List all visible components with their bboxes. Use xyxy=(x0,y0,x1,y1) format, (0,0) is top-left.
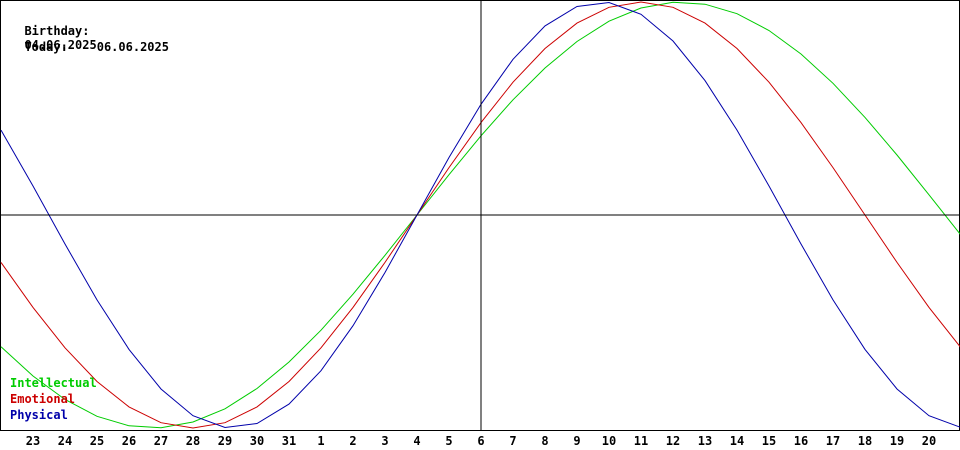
x-tick-label: 9 xyxy=(573,434,580,448)
x-tick-label: 27 xyxy=(154,434,168,448)
x-tick-label: 26 xyxy=(122,434,136,448)
x-tick-label: 30 xyxy=(250,434,264,448)
x-tick-label: 2 xyxy=(349,434,356,448)
x-tick-label: 31 xyxy=(282,434,296,448)
x-tick-label: 13 xyxy=(698,434,712,448)
x-axis-ticks: 23 24 25 26 27 28 29 30 31 1 2 3 4 5 6 7 8 9 10 11 12 13 14 15 1… xyxy=(26,434,936,448)
x-tick-label: 7 xyxy=(509,434,516,448)
x-tick-label: 23 xyxy=(26,434,40,448)
x-tick-label: 15 xyxy=(762,434,776,448)
x-tick-label: 25 xyxy=(90,434,104,448)
x-tick-label: 11 xyxy=(634,434,648,448)
x-tick-label: 24 xyxy=(58,434,72,448)
x-tick-label: 4 xyxy=(413,434,420,448)
today-value: 06.06.2025 xyxy=(96,40,169,54)
legend-physical: Physical xyxy=(10,408,68,422)
x-tick-label: 1 xyxy=(317,434,324,448)
x-tick-label: 16 xyxy=(794,434,808,448)
x-tick-label: 29 xyxy=(218,434,232,448)
x-tick-label: 6 xyxy=(477,434,484,448)
x-tick-label: 8 xyxy=(541,434,548,448)
today-label: Today: xyxy=(24,40,68,54)
x-tick-label: 18 xyxy=(858,434,872,448)
x-tick-label: 28 xyxy=(186,434,200,448)
x-tick-label: 5 xyxy=(445,434,452,448)
x-tick-label: 10 xyxy=(602,434,616,448)
legend-emotional: Emotional xyxy=(10,392,76,406)
birthday-label: Birthday: xyxy=(24,24,90,38)
x-tick-label: 19 xyxy=(890,434,904,448)
x-tick-label: 12 xyxy=(666,434,680,448)
legend-intellectual: Intellectual xyxy=(10,376,97,390)
birthday-value: 04.06.2025 xyxy=(24,38,97,52)
x-tick-label: 14 xyxy=(730,434,744,448)
x-tick-label: 17 xyxy=(826,434,840,448)
today-line-text: Today: 06.06.2025 xyxy=(10,26,169,54)
x-tick-label: 20 xyxy=(922,434,936,448)
x-tick-label: 3 xyxy=(381,434,388,448)
birthday-line: Birthday: 04.06.2025 xyxy=(10,10,97,52)
